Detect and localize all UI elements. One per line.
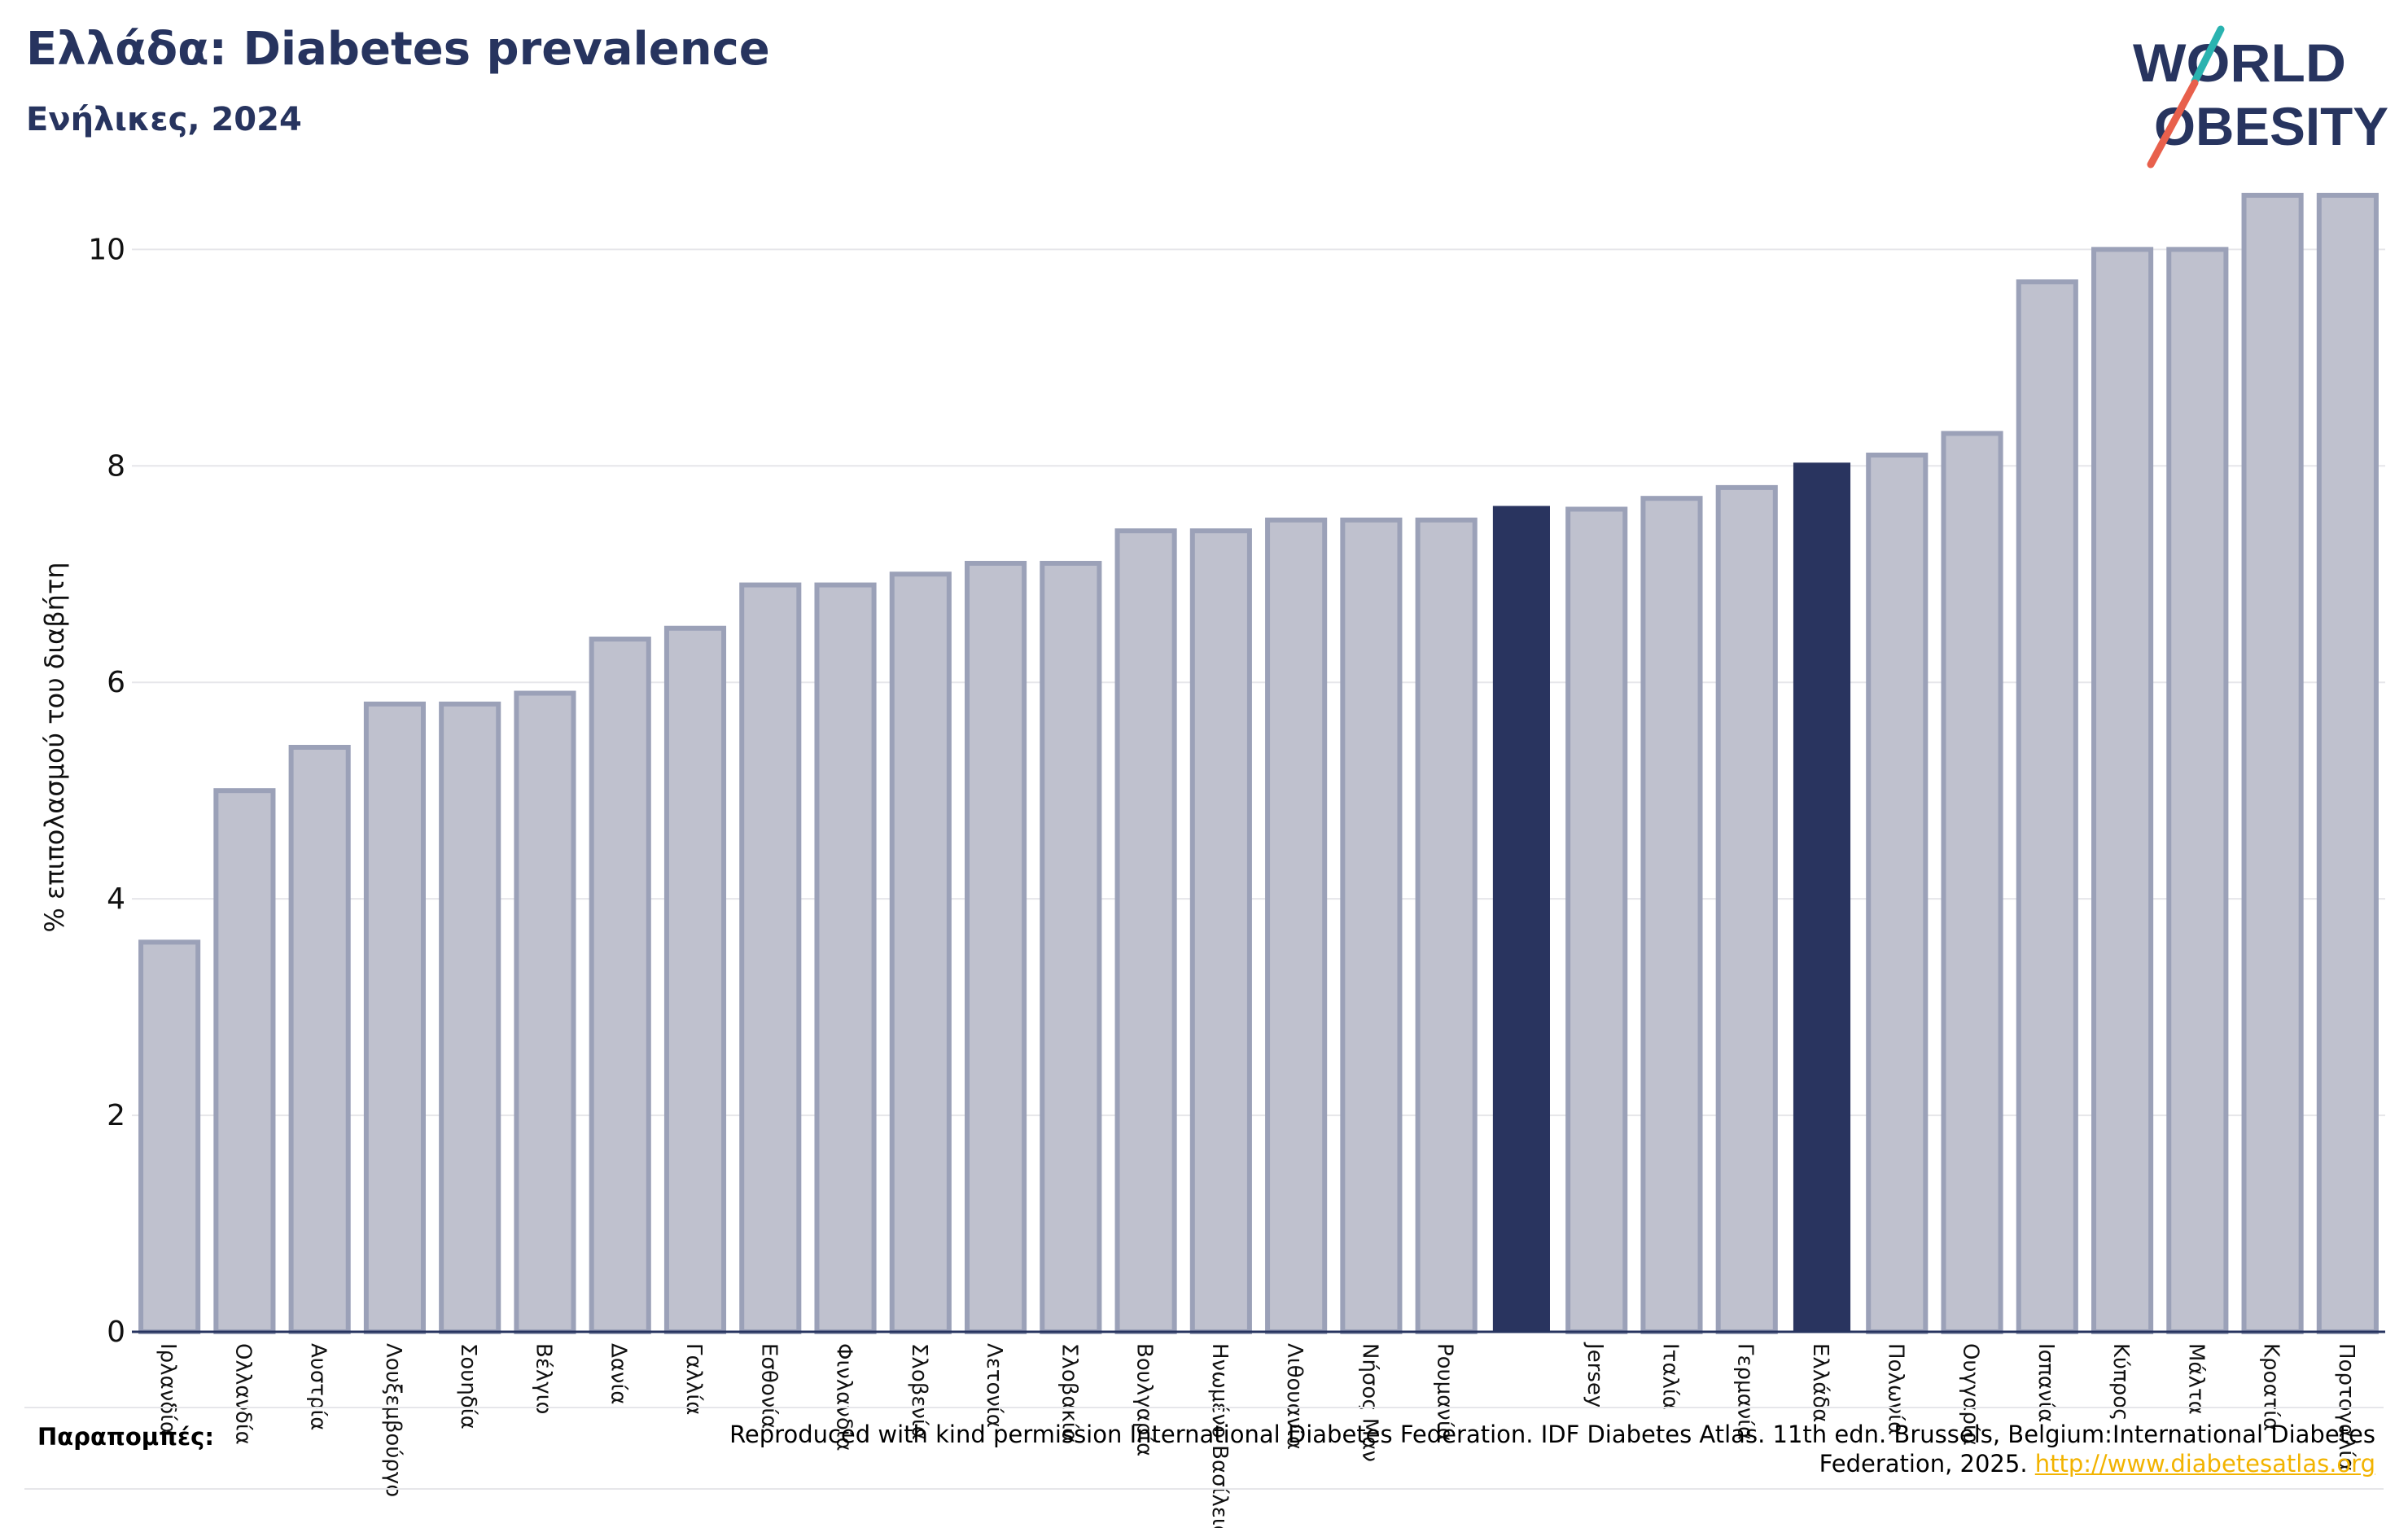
- y-tick-label: 4: [107, 882, 125, 916]
- bar: [739, 582, 802, 1334]
- references-bottom-divider: [24, 1488, 2384, 1490]
- bar: [1941, 431, 2003, 1335]
- bar: [2241, 192, 2304, 1334]
- x-tick-label: Βουλγαρία: [1132, 1343, 1157, 1456]
- y-tick-label: 2: [107, 1099, 125, 1132]
- chart-subtitle: Ενήλικες, 2024: [26, 101, 302, 138]
- x-tick-label: Λιθουανία: [1282, 1343, 1307, 1450]
- y-axis-label: % επιπολασμού του διαβήτη: [39, 562, 70, 932]
- x-tick-label: Ελλάδα: [1808, 1343, 1832, 1422]
- bar: [2166, 247, 2229, 1334]
- x-tick-label: Κροατία: [2259, 1343, 2283, 1431]
- bar: [2016, 279, 2078, 1334]
- x-tick-label: Jersey: [1583, 1342, 1607, 1408]
- bar: [1866, 453, 1929, 1334]
- x-tick-label: Νήσος Μαν: [1357, 1343, 1381, 1462]
- references-text-block: Reproduced with kind permission Internat…: [625, 1420, 2375, 1478]
- bar: [514, 690, 576, 1334]
- x-tick-label: Γερμανία: [1733, 1343, 1758, 1440]
- bar: [1265, 517, 1328, 1334]
- x-tick-label: Λετονία: [982, 1343, 1006, 1428]
- bar: [965, 560, 1027, 1334]
- y-tick-label: 8: [107, 449, 125, 483]
- y-tick-label: 10: [88, 233, 125, 266]
- x-tick-label: Σουηδία: [456, 1343, 480, 1429]
- bar: [439, 701, 501, 1334]
- x-tick-label: Λουξεμβούργο: [381, 1343, 405, 1497]
- x-tick-label: Ρουμανία: [1433, 1343, 1457, 1442]
- x-tick-label: Ολλανδία: [230, 1343, 255, 1445]
- logo-text-line2: OBESITY: [2154, 96, 2388, 156]
- x-tick-label: Γαλλία: [681, 1343, 706, 1415]
- bar: [213, 788, 276, 1334]
- world-obesity-logo: WORLD OBESITY: [2133, 25, 2388, 169]
- x-tick-label: Εσθονία: [756, 1343, 781, 1429]
- references-link[interactable]: http://www.diabetesatlas.org: [2034, 1450, 2375, 1478]
- x-tick-label: Σλοβενία: [907, 1343, 931, 1440]
- x-tick-label: Ηνωμένο Βασίλειο: [1207, 1343, 1232, 1528]
- bar: [814, 582, 877, 1334]
- x-tick-label: Πολωνία: [1883, 1343, 1907, 1435]
- x-tick-label: Δανία: [606, 1343, 631, 1404]
- bar: [889, 571, 952, 1334]
- x-tick-label: Αυστρία: [306, 1343, 331, 1430]
- chart-title: Ελλάδα: Diabetes prevalence: [26, 23, 770, 76]
- x-tick-label: Ουγγαρία: [1959, 1343, 1983, 1446]
- bar-highlighted: [1793, 462, 1851, 1333]
- bar: [2091, 247, 2154, 1334]
- references-label: Παραπομπές:: [37, 1423, 214, 1451]
- x-tick-label: Ισπανία: [2034, 1343, 2058, 1422]
- bar: [1114, 528, 1177, 1334]
- logo-slash-red: [2147, 79, 2199, 169]
- bar: [1715, 484, 1778, 1334]
- x-tick-label: Κύπρος: [2108, 1343, 2133, 1421]
- bar: [589, 637, 651, 1334]
- x-tick-label: Φινλανδία: [832, 1343, 856, 1451]
- x-tick-label: Ιρλανδία: [155, 1343, 180, 1435]
- references-top-divider: [24, 1407, 2384, 1408]
- bar: [1040, 560, 1102, 1334]
- bar: [2316, 192, 2379, 1334]
- bar: [1640, 496, 1703, 1334]
- bar: [1189, 528, 1252, 1334]
- bar: [288, 745, 351, 1334]
- bar: [138, 939, 201, 1335]
- x-tick-label: Ιταλία: [1657, 1343, 1682, 1410]
- y-tick-label: 0: [107, 1316, 125, 1349]
- bar: [1565, 506, 1628, 1334]
- bar-highlighted: [1492, 506, 1550, 1332]
- logo-text-line1: WORLD: [2133, 33, 2346, 93]
- bar: [663, 625, 727, 1334]
- y-tick-label: 6: [107, 666, 125, 699]
- x-tick-label: Σλοβακία: [1057, 1343, 1081, 1443]
- bar: [1415, 517, 1478, 1334]
- x-tick-label: Μάλτα: [2183, 1343, 2208, 1415]
- x-tick-label: Βέλγιο: [531, 1343, 555, 1414]
- bar: [1340, 517, 1403, 1334]
- references-text: Reproduced with kind permission Internat…: [729, 1421, 2375, 1478]
- bar: [363, 701, 426, 1334]
- logo-slash-teal: [2191, 25, 2225, 85]
